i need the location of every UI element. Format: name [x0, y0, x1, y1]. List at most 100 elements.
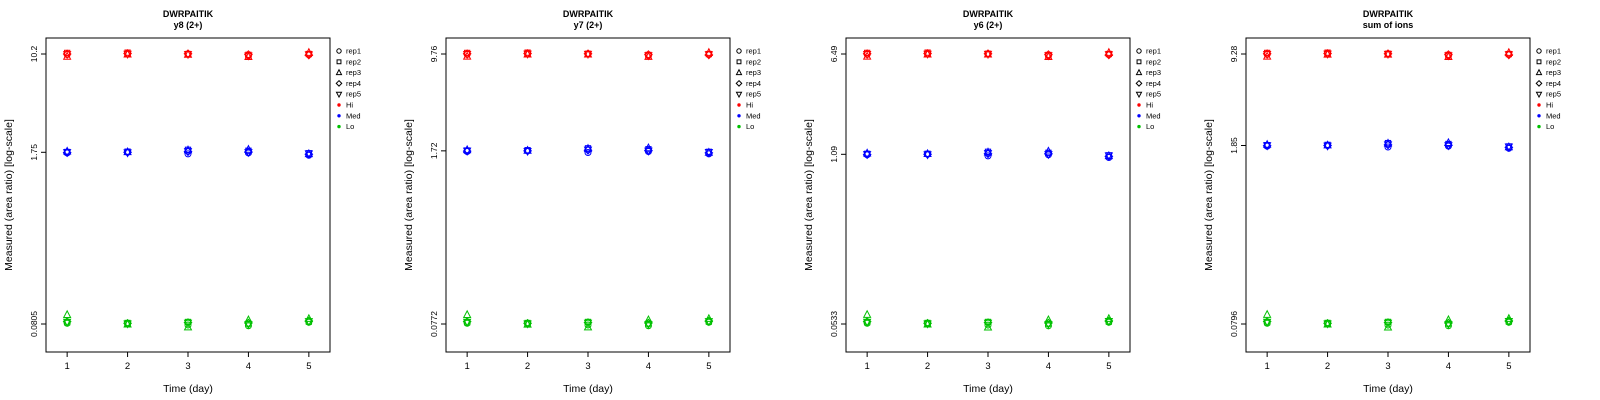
legend-symbol-rep3	[1535, 68, 1543, 76]
legend-label-rep4: rep4	[1146, 79, 1161, 88]
panel-subtitle: y8 (2+)	[174, 20, 203, 30]
data-point-Lo-rep3-day1	[862, 309, 872, 318]
legend-label-rep2: rep2	[1546, 57, 1561, 66]
data-point-Hi-rep5-day2	[523, 50, 532, 59]
data-point-Hi-rep5-day1	[1262, 51, 1272, 60]
plot-frame	[445, 37, 731, 353]
data-point-Hi-rep5-day4	[1044, 52, 1053, 61]
data-point-Med-rep5-day2	[1323, 142, 1332, 151]
y-tick-label: 0.0805	[29, 311, 39, 337]
x-tick-label: 5	[706, 361, 711, 372]
data-point-Med-rep3-day2	[923, 148, 932, 157]
legend-symbol-rep3	[1135, 68, 1143, 76]
data-point-Hi-rep5-day4	[644, 52, 653, 61]
panel-subtitle: sum of ions	[1363, 20, 1414, 30]
data-point-Med-rep5-day3	[583, 146, 593, 155]
data-point-Lo-rep5-day5	[704, 318, 714, 327]
data-point-Med-rep5-day2	[123, 149, 132, 158]
x-tick-label: 5	[306, 361, 311, 372]
y-tick-label: 1.85	[1229, 137, 1239, 154]
panel-title: DWRPAITIK	[1363, 9, 1414, 19]
legend-symbol-Lo	[337, 124, 341, 129]
legend-symbol-rep1	[736, 48, 742, 54]
data-point-Med-rep1-day3	[184, 150, 192, 158]
y-axis-label: Measured (area ratio) [log-scale]	[403, 119, 415, 271]
panel-title: DWRPAITIK	[963, 9, 1014, 19]
legend-symbol-rep5	[1535, 91, 1543, 99]
legend-symbol-rep4	[1535, 79, 1543, 87]
y-tick-label: 0.0533	[829, 311, 839, 337]
x-tick-label: 1	[65, 361, 70, 372]
y-tick-label: 0.0796	[1229, 311, 1239, 337]
data-point-Hi-rep5-day2	[1323, 50, 1332, 59]
data-point-Hi-rep5-day3	[583, 50, 593, 60]
panel-sum-of-ions: DWRPAITIK sum of ions Time (day) Measure…	[1203, 9, 1561, 395]
data-point-Lo-rep3-day1	[462, 309, 472, 318]
data-point-Med-rep5-day3	[183, 148, 193, 157]
data-point-Med-rep3-day4	[1044, 146, 1053, 155]
legend-label-rep1: rep1	[1146, 47, 1161, 56]
x-tick-label: 3	[585, 361, 590, 372]
data-point-Lo-rep5-day2	[1323, 320, 1332, 329]
legend-symbol-Hi	[737, 103, 741, 107]
data-point-Lo-rep5-day2	[123, 320, 132, 329]
legend-symbol-Hi	[337, 103, 341, 107]
legend-label-rep3: rep3	[346, 68, 361, 77]
data-point-Hi-rep5-day5	[704, 51, 714, 60]
data-point-Med-rep5-day5	[704, 148, 714, 158]
data-point-Med-rep3-day2	[1323, 140, 1332, 149]
data-point-Lo-rep5-day5	[304, 318, 314, 327]
legend-label-rep3: rep3	[1146, 68, 1161, 77]
legend-symbol-Lo	[1137, 124, 1141, 129]
plot-frame	[845, 37, 1131, 353]
data-point-Lo-rep3-day4	[1044, 314, 1053, 324]
legend-label-Hi: Hi	[1546, 101, 1553, 110]
legend-label-Lo: Lo	[346, 122, 354, 131]
data-point-Med-rep5-day2	[523, 147, 532, 157]
legend-symbol-rep4	[735, 79, 743, 87]
legend-label-rep5: rep5	[1546, 90, 1561, 99]
data-point-Med-rep5-day3	[983, 150, 993, 159]
data-point-Lo-rep5-day4	[1044, 321, 1053, 330]
panel-subtitle: y6 (2+)	[974, 20, 1003, 30]
legend-symbol-rep4	[1135, 79, 1143, 87]
legend-label-Lo: Lo	[746, 122, 754, 131]
legend-symbol-rep1	[1536, 48, 1542, 54]
data-point-Hi-rep5-day1	[462, 51, 472, 60]
legend-label-Hi: Hi	[346, 101, 353, 110]
data-point-Lo-rep3-day1	[1262, 309, 1272, 318]
legend-symbol-rep1	[336, 48, 342, 54]
data-point-Lo-rep5-day1	[62, 318, 72, 327]
y-axis-label: Measured (area ratio) [log-scale]	[3, 119, 15, 271]
legend-label-rep4: rep4	[1546, 79, 1561, 88]
legend-label-rep1: rep1	[346, 47, 361, 56]
y-tick-label: 1.09	[829, 146, 839, 163]
data-point-Lo-rep3-day3	[1383, 322, 1393, 331]
data-point-Med-rep3-day2	[523, 145, 532, 154]
legend-symbol-Hi	[1537, 103, 1541, 107]
legend-label-rep5: rep5	[1146, 90, 1161, 99]
data-point-Med-rep5-day5	[1104, 152, 1114, 161]
data-point-Hi-rep5-day3	[983, 50, 993, 60]
data-point-Lo-rep5-day1	[1262, 318, 1272, 327]
data-point-Lo-rep5-day5	[1104, 318, 1114, 327]
legend-label-rep3: rep3	[746, 68, 761, 77]
y-axis-label: Measured (area ratio) [log-scale]	[1203, 119, 1215, 271]
x-tick-label: 5	[1506, 361, 1511, 372]
data-point-Hi-rep5-day4	[244, 52, 253, 61]
legend-symbol-rep2	[736, 59, 742, 65]
legend-symbol-rep1	[1136, 48, 1142, 54]
data-point-Med-rep5-day4	[1044, 151, 1053, 160]
data-point-Lo-rep3-day3	[983, 322, 993, 331]
data-point-Hi-rep5-day5	[1104, 51, 1114, 60]
legend-symbol-Lo	[737, 124, 741, 129]
legend-label-Lo: Lo	[1146, 122, 1154, 131]
x-tick-label: 2	[525, 361, 530, 372]
x-tick-label: 4	[246, 361, 251, 372]
x-tick-label: 2	[125, 361, 130, 372]
panel-title: DWRPAITIK	[163, 9, 214, 19]
legend-label-rep4: rep4	[746, 79, 761, 88]
legend-symbol-Med	[1137, 114, 1141, 118]
plot-frame	[45, 37, 331, 353]
